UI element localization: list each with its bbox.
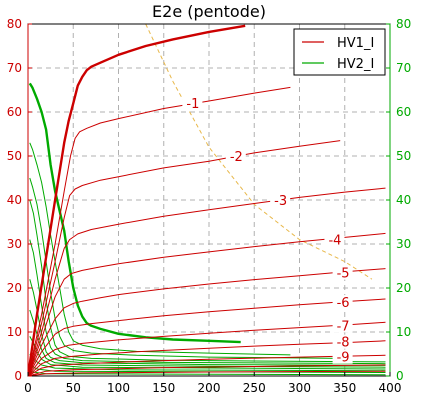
legend-box: [293, 28, 386, 76]
curve-label-bg: [332, 295, 353, 310]
grid: [28, 24, 390, 376]
left-tick-label: 50: [7, 149, 22, 163]
left-tick-label: 70: [7, 61, 22, 75]
curve-label: -5: [337, 267, 350, 282]
hv1-curve-3: [28, 187, 386, 376]
curve-label-bg: [332, 349, 353, 364]
bottom-tick-label: 350: [333, 381, 356, 395]
hv1-curve-5: [28, 268, 386, 376]
curve-label: -4: [328, 234, 341, 249]
bottom-tick-label: 50: [66, 381, 81, 395]
legend-label: HV2_I: [337, 57, 374, 72]
legend: HV1_I HV2_I: [293, 28, 386, 76]
curve-label-bg: [332, 318, 353, 333]
curve-label: -2: [230, 150, 243, 165]
right-tick-label: 40: [396, 193, 411, 207]
right-tick-label: 20: [396, 281, 411, 295]
hv1-curve-0: [28, 24, 246, 376]
curve-label: -7: [337, 319, 350, 334]
left-tick-label: 80: [7, 17, 22, 31]
curve-label-bg: [324, 232, 345, 247]
left-tick-label: 10: [7, 325, 22, 339]
curve-label-bg: [182, 96, 203, 111]
left-tick-label: 20: [7, 281, 22, 295]
curve-label-bg: [332, 265, 353, 280]
curve-label: -9: [337, 351, 350, 366]
right-tick-label: 0: [396, 369, 404, 383]
hv1-curve-6: [28, 298, 386, 376]
hv2-curve-5: [29, 279, 386, 366]
hv1-curve-10: [28, 364, 386, 376]
hv2-curves: [28, 82, 386, 376]
curve-label-bg: [270, 193, 291, 207]
chart-title: E2e (pentode): [152, 2, 266, 21]
curve-label-bg: [332, 334, 353, 349]
load-line: [145, 24, 373, 280]
bottom-tick-label: 250: [243, 381, 266, 395]
hv1-curve-11: [28, 370, 386, 376]
right-tick-label: 70: [396, 61, 411, 75]
hv1-curves: [28, 24, 386, 376]
curve-label: -8: [337, 336, 350, 351]
left-tick-label: 60: [7, 105, 22, 119]
right-tick-label: 80: [396, 17, 411, 31]
hv1-curve-7: [28, 321, 386, 376]
hv2-curve-3: [29, 199, 386, 363]
left-tick-label: 30: [7, 237, 22, 251]
hv2-curve-2: [29, 177, 341, 359]
hv1-curve-4: [28, 232, 386, 376]
right-tick-label: 60: [396, 105, 411, 119]
legend-label: HV1_I: [337, 36, 374, 51]
hv1-curve-9: [28, 354, 386, 376]
bottom-tick-label: 400: [379, 381, 402, 395]
left-tick-label: 40: [7, 193, 22, 207]
hv2-curve-4: [29, 239, 386, 365]
curve-labels: -1 -2 -3 -4 -5 -6 -7 -8-9: [182, 96, 353, 366]
right-tick-label: 50: [396, 149, 411, 163]
curve-label: -6: [337, 296, 350, 311]
right-tick-label: 10: [396, 325, 411, 339]
hv2-curve-0: [28, 82, 241, 344]
bottom-tick-label: 0: [24, 381, 32, 395]
curve-label-bg: [225, 149, 246, 163]
right-tick-label: 30: [396, 237, 411, 251]
hv2-curve-1: [29, 142, 291, 356]
bottom-tick-label: 100: [107, 381, 130, 395]
left-tick-label: 0: [14, 369, 22, 383]
hv1-curve-2: [28, 140, 341, 376]
curve-label: -1: [186, 97, 199, 112]
curve-label: -3: [274, 194, 287, 209]
bottom-tick-label: 150: [152, 381, 175, 395]
bottom-tick-label: 200: [198, 381, 221, 395]
bottom-tick-label: 300: [288, 381, 311, 395]
load-line-series: [145, 24, 373, 280]
hv1-curve-8: [28, 340, 386, 376]
